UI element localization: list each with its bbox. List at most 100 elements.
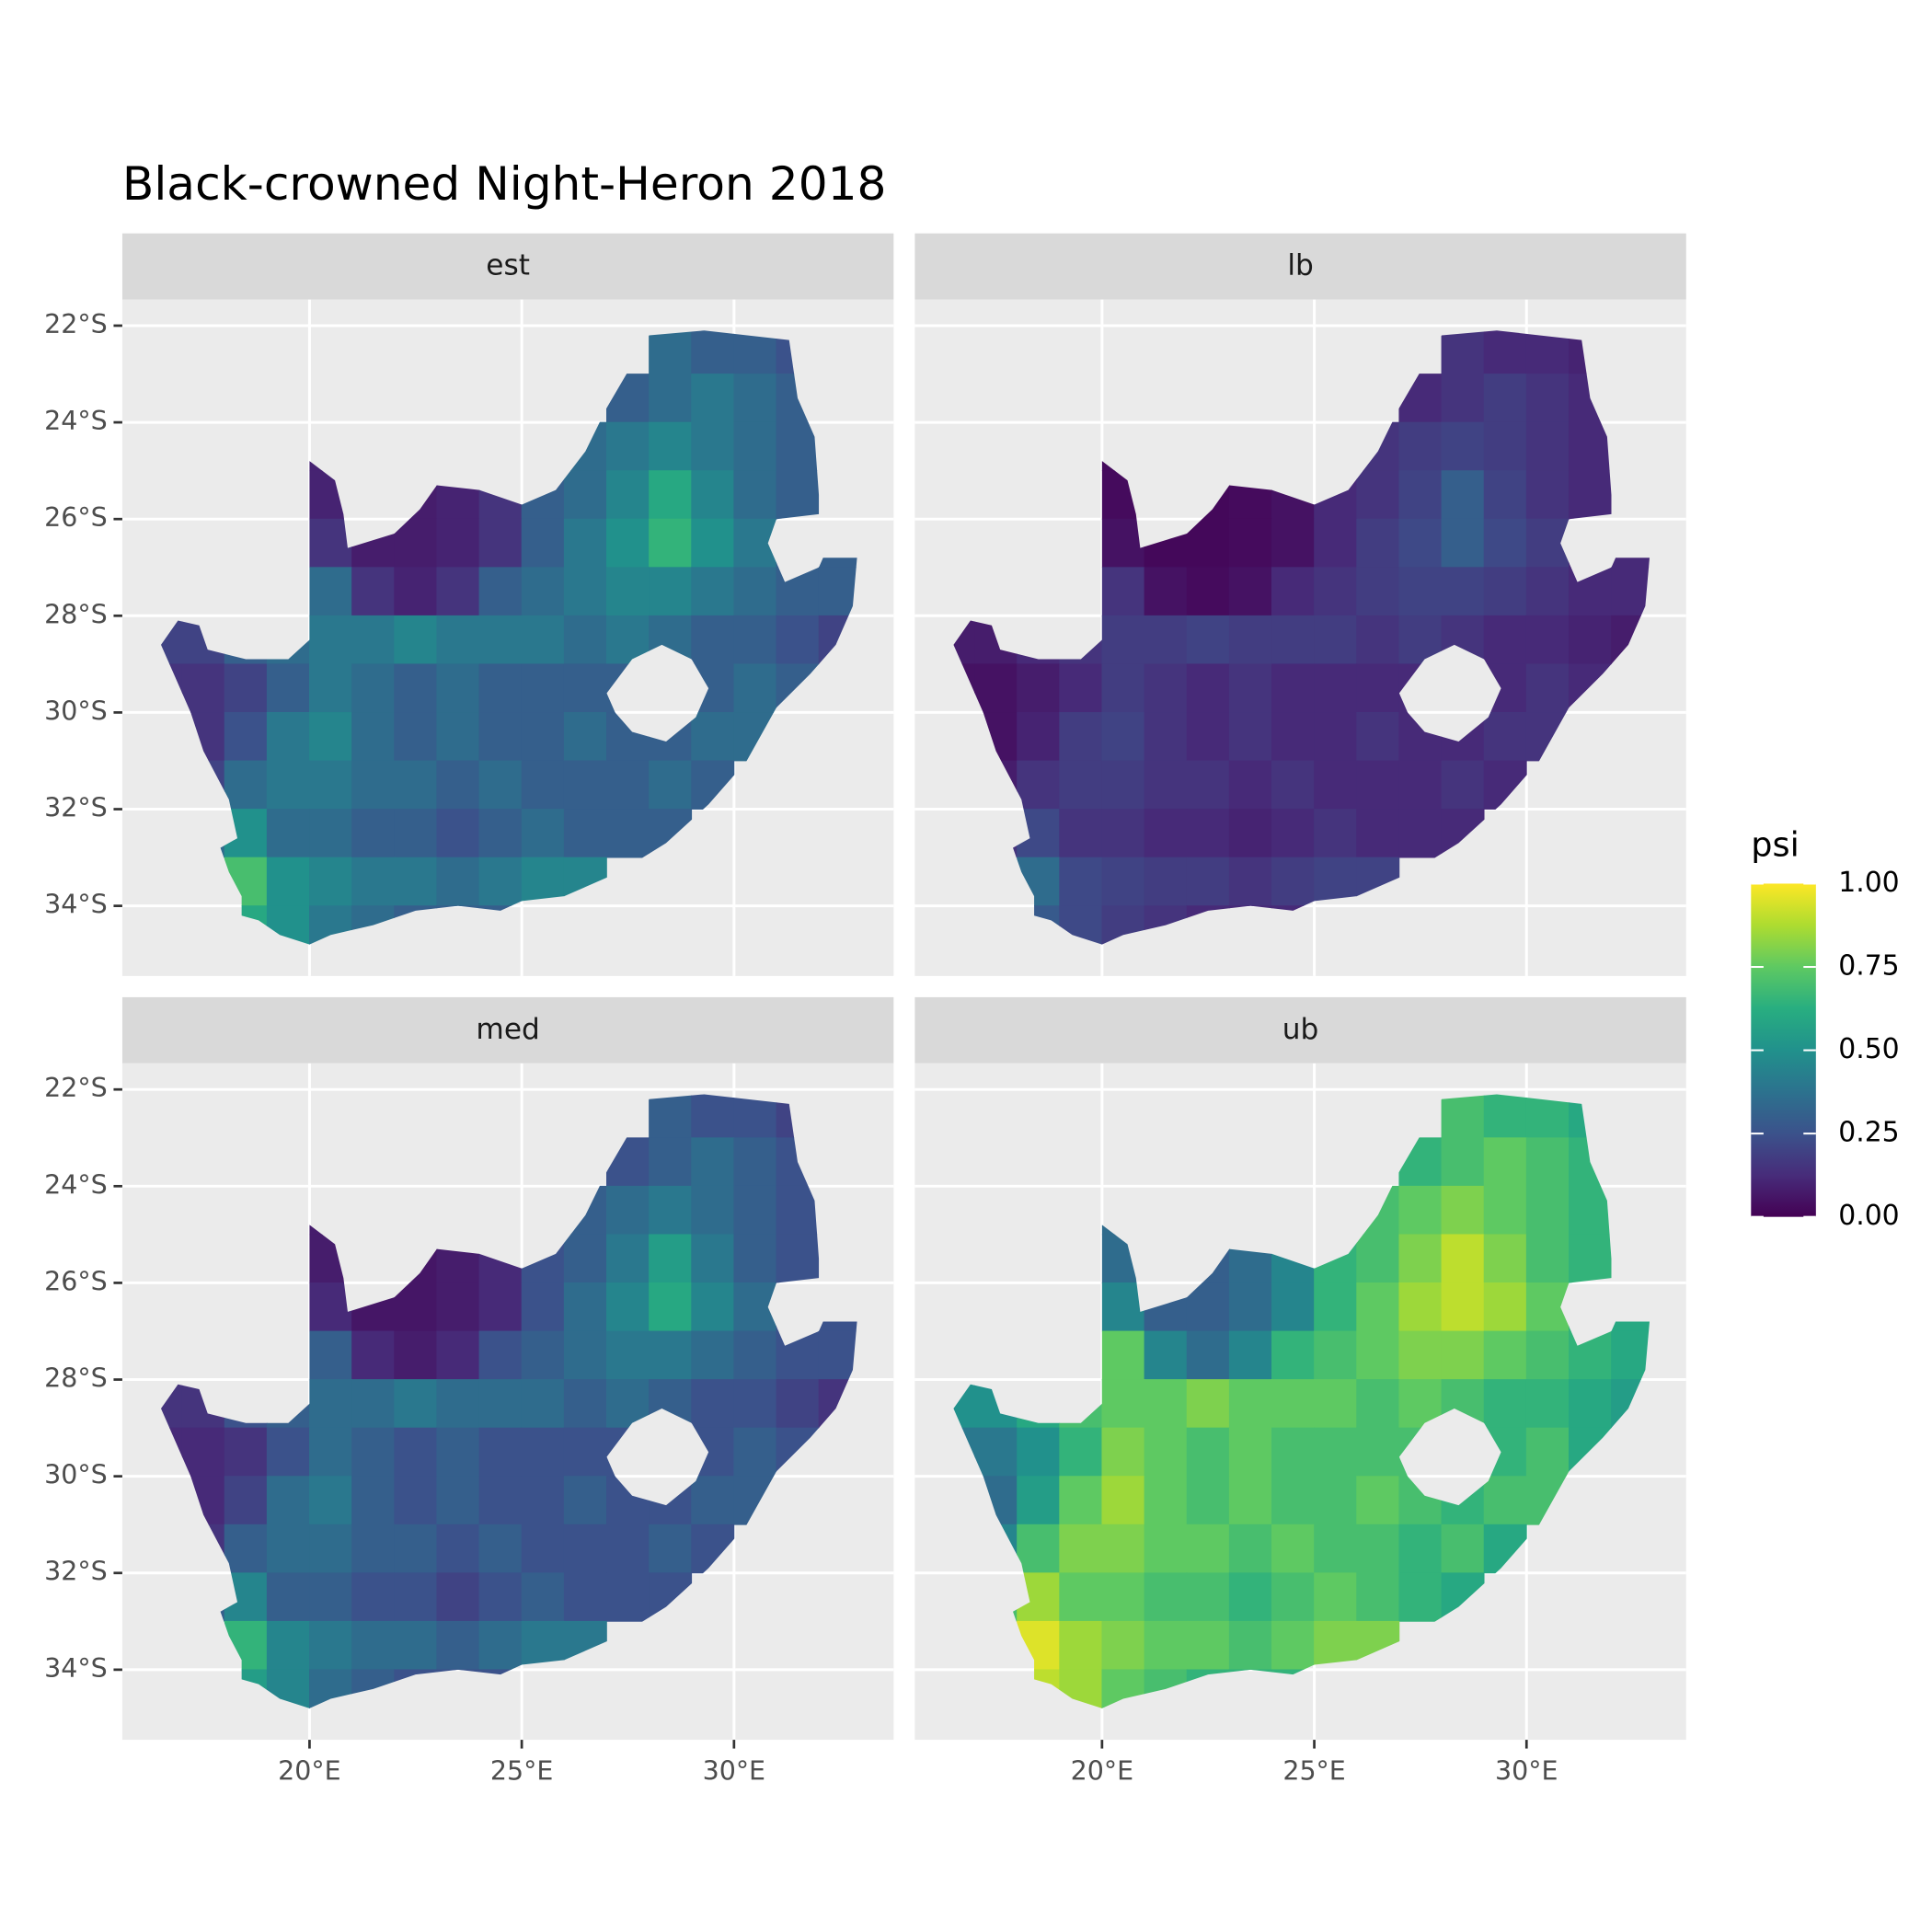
raster-cell	[478, 809, 523, 858]
raster-cell	[478, 1379, 523, 1429]
raster-cell	[1271, 1524, 1315, 1574]
raster-cell	[309, 1379, 352, 1429]
raster-cell	[606, 470, 650, 520]
raster-cell	[1483, 518, 1527, 569]
raster-cell	[776, 615, 820, 665]
raster-cell	[1144, 760, 1188, 810]
raster-cell	[436, 1427, 480, 1478]
raster-cell	[563, 1572, 607, 1622]
raster-cell	[478, 1330, 523, 1380]
colorbar-label: 0.25	[1838, 1117, 1899, 1149]
chart-title: Black-crowned Night-Heron 2018	[122, 156, 887, 211]
raster-cell	[1186, 760, 1230, 810]
x-tick-label: 30°E	[1495, 1755, 1558, 1786]
facet-label: est	[486, 249, 530, 282]
raster-cell	[478, 1282, 523, 1332]
raster-cell	[224, 760, 268, 810]
raster-cell	[691, 1185, 735, 1236]
raster-cell	[266, 1476, 310, 1525]
raster-cell	[351, 1476, 396, 1525]
raster-cell	[1525, 1427, 1570, 1478]
raster-cell	[1483, 470, 1527, 520]
raster-cell	[1314, 1282, 1358, 1332]
raster-cell	[436, 1476, 480, 1525]
raster-cell	[1228, 1524, 1272, 1574]
y-tick-label: 28°S	[44, 1363, 108, 1394]
raster-cell	[1228, 663, 1272, 713]
raster-cell	[224, 1427, 268, 1478]
raster-cell	[351, 760, 396, 810]
raster-cell	[649, 470, 693, 520]
raster-cell	[1314, 1330, 1358, 1380]
raster-cell	[563, 1379, 607, 1429]
y-tick-label: 34°S	[44, 1653, 108, 1684]
raster-cell	[1186, 712, 1230, 762]
y-tick-label: 32°S	[44, 793, 108, 823]
y-tick-label: 30°S	[44, 1460, 108, 1490]
raster-cell	[1101, 1330, 1145, 1380]
raster-cell	[1568, 1234, 1612, 1283]
raster-cell	[1356, 1379, 1400, 1429]
y-tick-label: 22°S	[44, 1073, 108, 1103]
raster-cell	[1228, 518, 1272, 569]
raster-cell	[521, 1572, 565, 1622]
raster-cell	[1271, 712, 1315, 762]
raster-cell	[691, 1379, 735, 1429]
raster-cell	[649, 1282, 693, 1332]
raster-cell	[974, 663, 1018, 713]
facet-strip	[914, 233, 1686, 300]
raster-cell	[309, 1620, 352, 1671]
raster-cell	[733, 663, 777, 713]
raster-cell	[1483, 1234, 1527, 1283]
raster-cell	[606, 1572, 650, 1622]
y-tick-label: 28°S	[44, 599, 108, 629]
x-tick-label: 25°E	[1282, 1755, 1345, 1786]
raster-cell	[1525, 615, 1570, 665]
raster-cell	[478, 760, 523, 810]
raster-cell	[309, 615, 352, 665]
raster-cell	[1314, 567, 1358, 616]
raster-cell	[691, 470, 735, 520]
raster-cell	[351, 809, 396, 858]
raster-cell	[478, 615, 523, 665]
raster-cell	[1059, 809, 1103, 858]
raster-cell	[691, 518, 735, 569]
raster-cell	[1356, 1282, 1400, 1332]
raster-cell	[691, 1137, 735, 1187]
raster-cell	[649, 374, 693, 423]
raster-cell	[733, 1379, 777, 1429]
raster-cell	[1356, 712, 1400, 762]
raster-cell	[1144, 712, 1188, 762]
raster-cell	[606, 1330, 650, 1380]
raster-cell	[309, 857, 352, 907]
raster-cell	[563, 760, 607, 810]
raster-cell	[1059, 1572, 1103, 1622]
raster-cell	[733, 1234, 777, 1283]
raster-cell	[1101, 809, 1145, 858]
raster-cell	[478, 567, 523, 616]
raster-cell	[266, 1620, 310, 1671]
raster-cell	[1398, 470, 1443, 520]
y-tick-label: 26°S	[44, 502, 108, 533]
raster-cell	[1271, 615, 1315, 665]
raster-cell	[1398, 760, 1443, 810]
raster-cell	[436, 1330, 480, 1380]
raster-cell	[309, 712, 352, 762]
raster-cell	[1525, 1137, 1570, 1187]
raster-cell	[436, 663, 480, 713]
raster-cell	[266, 1524, 310, 1574]
raster-cell	[1059, 857, 1103, 907]
raster-cell	[1568, 470, 1612, 520]
raster-cell	[1525, 374, 1570, 423]
raster-cell	[691, 1282, 735, 1332]
raster-cell	[691, 330, 735, 374]
raster-cell	[478, 663, 523, 713]
raster-cell	[394, 1427, 438, 1478]
raster-cell	[351, 663, 396, 713]
raster-cell	[1144, 1330, 1188, 1380]
raster-cell	[649, 1137, 693, 1187]
raster-cell	[436, 518, 480, 569]
raster-cell	[1144, 857, 1188, 907]
raster-cell	[1186, 1620, 1230, 1671]
